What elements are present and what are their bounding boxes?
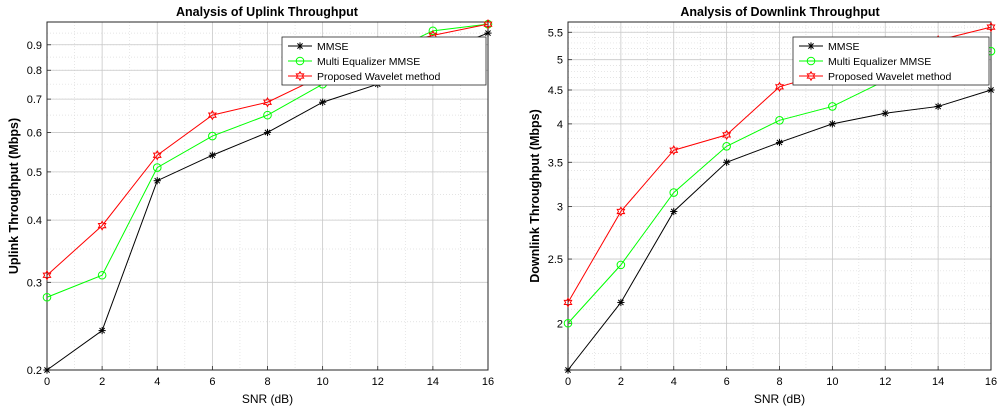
x-tick-label: 4 — [154, 376, 160, 388]
data-point — [97, 220, 107, 231]
data-point — [934, 102, 942, 111]
data-point — [563, 297, 573, 308]
legend-marker — [295, 70, 305, 82]
y-tick-label: 0.3 — [27, 277, 42, 289]
data-point — [616, 206, 626, 217]
data-point — [881, 109, 889, 117]
data-point — [483, 18, 493, 30]
y-tick-label: 0.2 — [27, 365, 42, 377]
data-point — [42, 292, 52, 302]
x-tick-label: 14 — [932, 376, 944, 388]
y-tick-label: 3 — [557, 202, 563, 214]
data-point — [98, 326, 106, 335]
legend-entry: MMSE — [317, 41, 349, 53]
x-tick-label: 6 — [209, 376, 215, 388]
x-axis-label: SNR (dB) — [754, 392, 805, 406]
x-tick-label: 12 — [372, 376, 384, 388]
y-tick-label: 0.4 — [27, 215, 42, 227]
data-point — [775, 138, 784, 147]
y-tick-label: 0.7 — [27, 94, 42, 106]
x-tick-label: 6 — [724, 376, 730, 388]
y-tick-label: 0.6 — [27, 127, 42, 139]
y-tick-label: 0.5 — [27, 167, 42, 179]
data-point — [153, 177, 161, 185]
data-point — [43, 366, 51, 374]
data-point — [263, 110, 272, 120]
data-point — [775, 116, 784, 125]
legend-marker — [806, 70, 816, 82]
data-point — [987, 86, 995, 94]
data-point — [722, 141, 731, 151]
x-tick-label: 2 — [618, 376, 624, 388]
data-point — [723, 158, 731, 166]
x-tick-label: 16 — [482, 376, 494, 388]
y-axis-label: Downlink Throughput (Mbps) — [528, 109, 542, 283]
uplink-chart: 0 2 4 6 8 10 12 14 16 0.2 0.3 0.4 0.5 0.6 0.7 0.8 0.9 Ana… — [7, 5, 494, 406]
legend-entry: Proposed Wavelet method — [828, 71, 952, 83]
data-point — [42, 270, 52, 281]
chart-title: Analysis of Downlink Throughput — [680, 5, 880, 19]
legend-box — [281, 36, 487, 86]
data-point — [828, 120, 836, 128]
data-point — [616, 260, 626, 270]
data-point — [564, 366, 572, 374]
data-point — [669, 144, 679, 156]
legend-marker — [807, 42, 815, 50]
x-tick-label: 4 — [671, 376, 677, 388]
data-point — [208, 131, 217, 141]
data-point — [319, 98, 327, 106]
x-tick-label: 8 — [264, 376, 270, 388]
y-tick-label: 0.9 — [27, 40, 42, 52]
data-point — [986, 21, 996, 33]
data-point — [774, 81, 785, 93]
data-point — [617, 298, 625, 307]
data-point — [97, 270, 107, 280]
y-tick-label: 0.8 — [27, 65, 42, 77]
downlink-chart: 0 2 4 6 8 10 12 14 16 2 2.5 3 3.5 4 4.5 5 5.5 Analysis of… — [528, 5, 997, 406]
y-tick-label: 5 — [557, 55, 563, 67]
x-tick-label: 12 — [879, 376, 891, 388]
data-point — [722, 129, 732, 141]
x-tick-label: 16 — [985, 376, 997, 388]
data-point — [208, 151, 216, 159]
data-point — [152, 150, 162, 161]
data-point — [263, 128, 272, 137]
x-tick-label: 10 — [826, 376, 838, 388]
legend-marker — [295, 56, 305, 66]
x-tick-label: 0 — [44, 376, 50, 388]
x-tick-label: 10 — [317, 376, 329, 388]
y-tick-label: 5.5 — [548, 27, 563, 39]
y-tick-label: 4.5 — [548, 85, 563, 97]
y-tick-label: 2.5 — [548, 254, 563, 266]
data-point — [152, 163, 162, 172]
legend-entry: Multi Equalizer MMSE — [317, 56, 420, 68]
data-point — [669, 188, 679, 197]
legend-entry: Proposed Wavelet method — [317, 71, 441, 83]
legend: MMSE Multi Equalizer MMSE Proposed Wavelet… — [792, 36, 990, 86]
x-tick-label: 0 — [565, 376, 571, 388]
data-point — [428, 26, 438, 36]
chart-title: Analysis of Uplink Throughput — [176, 5, 359, 19]
legend: MMSE Multi Equalizer MMSE Proposed Wavelet… — [281, 36, 487, 86]
y-tick-label: 2 — [557, 318, 563, 330]
data-point — [262, 97, 273, 108]
legend-entry: MMSE — [828, 41, 860, 53]
data-point — [670, 207, 678, 216]
data-point — [484, 29, 492, 37]
legend-marker — [806, 56, 816, 66]
y-axis-label: Uplink Throughput (Mbps) — [7, 118, 21, 274]
data-point — [563, 318, 573, 328]
data-point — [828, 102, 837, 111]
x-axis-label: SNR (dB) — [242, 392, 293, 406]
x-tick-label: 14 — [427, 376, 439, 388]
x-tick-label: 8 — [776, 376, 782, 388]
legend-box — [792, 36, 990, 86]
y-tick-label: 4 — [557, 119, 563, 131]
legend-entry: Multi Equalizer MMSE — [828, 56, 931, 68]
legend-marker — [296, 42, 304, 50]
x-tick-label: 2 — [99, 376, 105, 388]
y-tick-label: 3.5 — [548, 157, 563, 169]
data-point — [207, 109, 217, 121]
